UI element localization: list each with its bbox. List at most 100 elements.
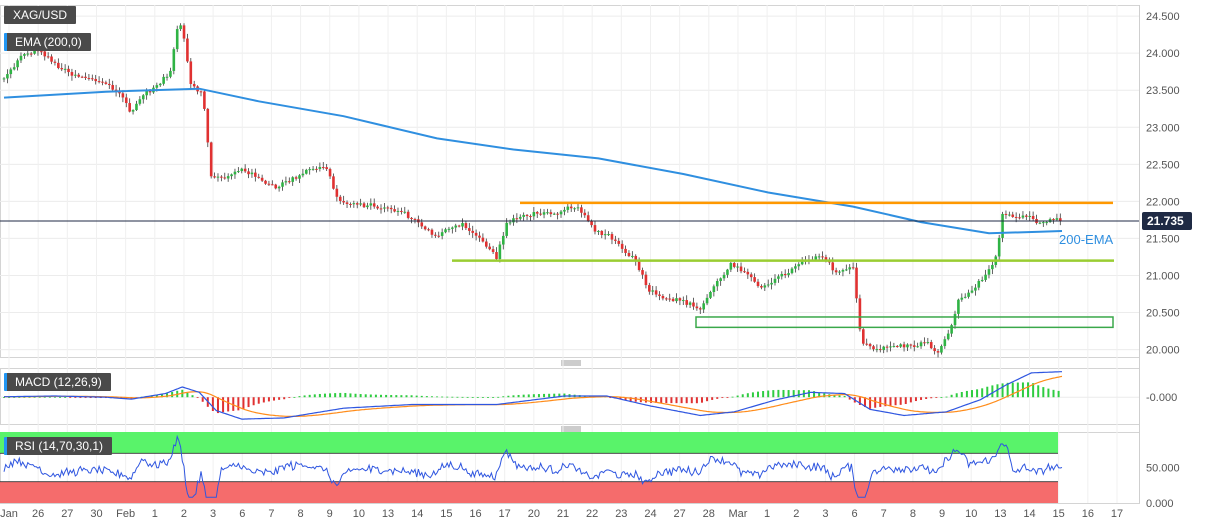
time-tick-label: 2 (181, 508, 187, 520)
candle-body (617, 240, 621, 244)
price-tick-label: 24.000 (1146, 48, 1180, 60)
price-pane[interactable] (0, 23, 1139, 358)
candle-body (957, 299, 960, 314)
candle-body (603, 234, 607, 236)
macd-histogram-bar (171, 391, 174, 398)
candle-body (743, 271, 746, 273)
candle-body (240, 168, 244, 172)
macd-histogram-bar (1027, 382, 1030, 398)
candle-body (94, 78, 98, 82)
macd-histogram-bar (517, 394, 520, 398)
time-tick-label: 10 (353, 508, 365, 520)
candle-body (943, 339, 947, 347)
candle-body (23, 54, 26, 56)
candle-body (855, 267, 858, 299)
macd-histogram-bar (364, 394, 367, 398)
candle-body (254, 172, 257, 177)
time-tick-label: 2 (793, 508, 799, 520)
macd-histogram-bar (848, 397, 851, 400)
macd-histogram-bar (74, 397, 77, 399)
macd-histogram-bar (1006, 382, 1009, 398)
rsi-pane[interactable] (0, 432, 1063, 503)
candle-body (760, 286, 763, 288)
candle-body (522, 214, 525, 217)
ema-indicator-badge[interactable]: EMA (200,0) (4, 33, 91, 51)
candle-body (1018, 217, 1021, 219)
current-price-badge[interactable] (1142, 212, 1192, 231)
macd-histogram-bar (920, 397, 923, 400)
macd-histogram-bar (914, 397, 917, 402)
candle-body (461, 223, 464, 227)
candle-body (189, 61, 193, 84)
support-zone-box (695, 316, 1114, 329)
candle-body (736, 266, 739, 268)
time-tick-label: 3 (822, 508, 828, 520)
candle-body (967, 292, 970, 297)
candle-body (1028, 215, 1032, 217)
macd-histogram-bar (344, 392, 347, 398)
macd-histogram-bar (741, 394, 744, 398)
macd-histogram-bar (787, 390, 790, 398)
macd-histogram-bar (762, 391, 765, 398)
macd-histogram-bar (298, 396, 301, 398)
candle-body (40, 51, 43, 53)
macd-histogram-bar (53, 396, 56, 398)
candle-body (338, 196, 342, 201)
time-tick-label: 14 (1023, 508, 1035, 520)
candle-body (569, 206, 573, 209)
macd-histogram-bar (548, 393, 551, 398)
candle-body (247, 171, 250, 175)
candle-body (766, 284, 770, 286)
macd-histogram-bar (935, 397, 938, 399)
macd-histogram-bar (466, 396, 469, 398)
candle-body (573, 208, 576, 210)
macd-histogram-bar (283, 397, 286, 400)
candle-body (50, 56, 53, 62)
macd-histogram-bar (395, 395, 398, 398)
candle-body (586, 215, 590, 222)
candle-body (814, 256, 818, 260)
macd-histogram-bar (950, 394, 953, 398)
macd-tick-label: -0.000 (1146, 392, 1177, 404)
candle-body (702, 303, 705, 310)
macd-histogram-bar (976, 389, 979, 398)
candle-body (705, 297, 709, 304)
macd-histogram-bar (813, 391, 816, 398)
candle-body (349, 203, 352, 205)
macd-histogram-bar (864, 397, 867, 408)
candle-body (862, 329, 865, 344)
time-tick-label: 7 (881, 508, 887, 520)
candle-body (162, 76, 165, 84)
candle-body (70, 72, 74, 76)
candle-body (135, 103, 138, 111)
candle-body (678, 298, 682, 301)
macd-histogram-bar (807, 390, 810, 398)
rsi-indicator-badge[interactable]: RSI (14,70,30,1) (4, 437, 113, 455)
macd-histogram-bar (237, 397, 240, 411)
candle-body (542, 212, 546, 215)
macd-indicator-badge[interactable]: MACD (12,26,9) (4, 373, 111, 391)
macd-histogram-bar (257, 397, 260, 404)
macd-pane[interactable] (3, 371, 1063, 420)
candle-body (688, 302, 692, 305)
macd-histogram-bar (537, 394, 540, 398)
macd-histogram-bar (543, 393, 546, 398)
candle-body (403, 211, 407, 213)
time-tick-label: 15 (440, 508, 452, 520)
macd-histogram-bar (970, 390, 973, 398)
candle-body (335, 188, 339, 197)
time-tick-label: 20 (528, 508, 540, 520)
candle-body (508, 222, 512, 224)
macd-histogram-bar (476, 397, 479, 398)
macd-histogram-bar (84, 397, 87, 399)
macd-histogram-bar (527, 394, 530, 398)
macd-histogram-bar (471, 397, 474, 398)
candle-body (899, 344, 902, 347)
macd-histogram-bar (38, 396, 41, 398)
macd-histogram-bar (553, 393, 556, 398)
macd-histogram-bar (874, 397, 877, 408)
candle-body (141, 95, 145, 100)
macd-histogram-bar (563, 393, 566, 398)
candle-body (471, 230, 475, 233)
time-tick-label: 17 (1111, 508, 1123, 520)
